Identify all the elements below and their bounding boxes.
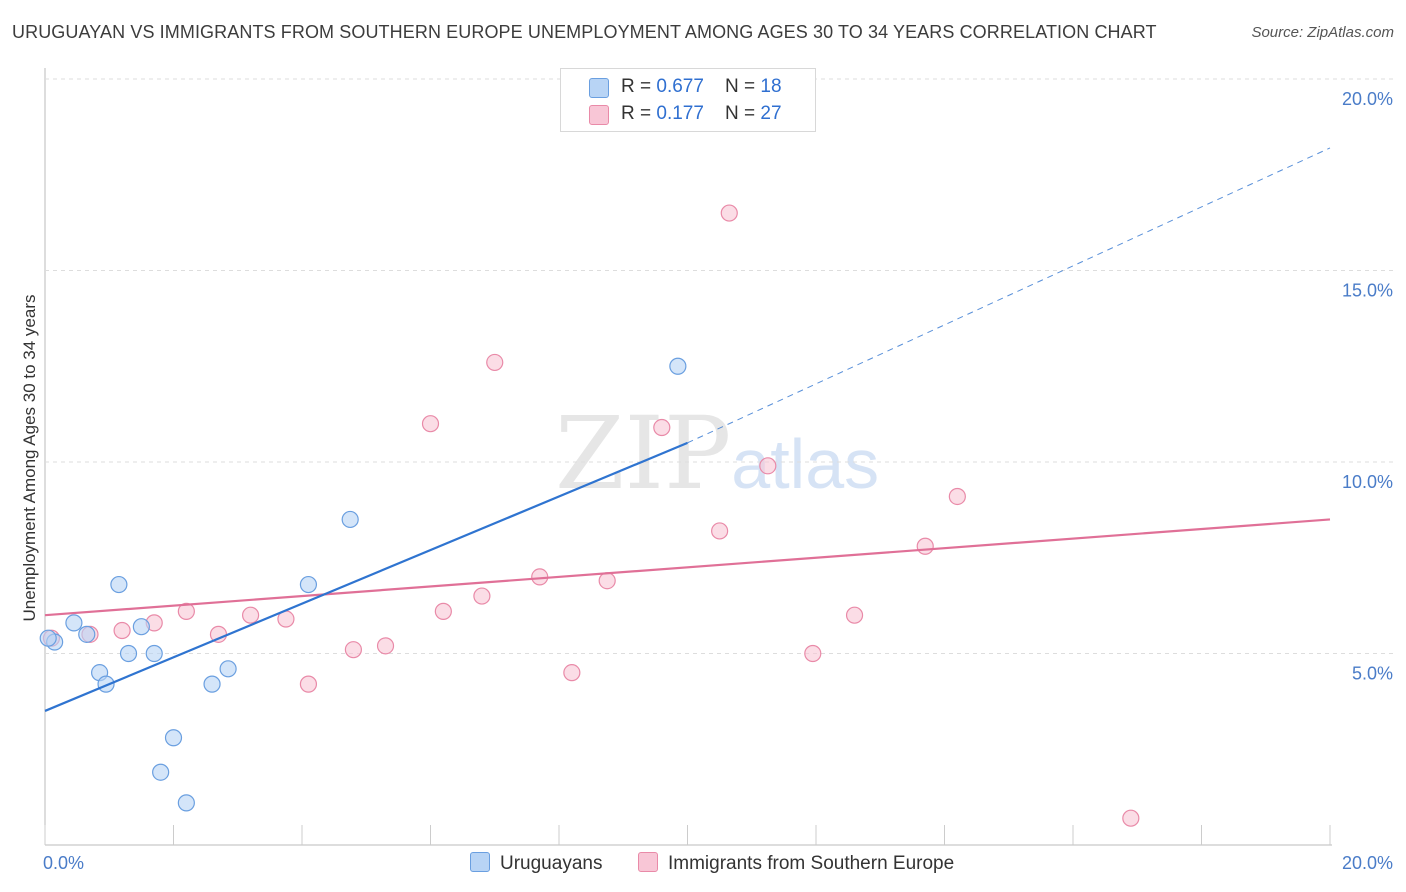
immigrants-point [845, 606, 864, 624]
legend-row-immigrants: R = 0.177 N = 27 [561, 100, 815, 128]
legend-row-text: R = 0.177 N = 27 [621, 103, 782, 125]
immigrants-point [486, 353, 504, 372]
immigrants-point [563, 664, 581, 682]
immigrants-point [177, 602, 195, 620]
n-label: N = [725, 103, 761, 124]
series-legend: Uruguayans Immigrants from Southern Euro… [0, 852, 1406, 878]
pink-swatch [638, 852, 658, 872]
r-label: R = [621, 76, 657, 97]
n-label: N = [725, 76, 761, 97]
correlation-legend: R = 0.677 N = 18 R = 0.177 N = 27 [560, 68, 816, 132]
immigrants-point [242, 606, 260, 624]
immigrants-point [916, 537, 934, 555]
legend-row-text: R = 0.677 N = 18 [621, 76, 782, 98]
uruguayans-point [299, 575, 318, 594]
immigrants-point [720, 204, 738, 222]
uruguayans-point [203, 675, 221, 693]
uruguayans-trend-line [44, 441, 688, 712]
legend-item-immigrants: Immigrants from Southern Europe [638, 852, 954, 875]
legend-label: Uruguayans [500, 853, 603, 874]
r-value: 0.677 [656, 76, 704, 97]
r-value: 0.177 [656, 103, 704, 124]
immigrants-point [948, 487, 966, 506]
immigrants-point [759, 457, 777, 475]
uruguayans-trend-extension [687, 147, 1331, 444]
n-value: 18 [760, 76, 782, 97]
r-label: R = [621, 103, 657, 124]
blue-swatch [470, 852, 490, 872]
immigrants-point [711, 522, 729, 540]
n-value: 27 [760, 103, 782, 124]
uruguayans-point [78, 625, 96, 643]
uruguayans-point [65, 614, 83, 632]
immigrants-point [421, 415, 440, 433]
uruguayans-point [669, 357, 687, 375]
immigrants-point [473, 587, 491, 605]
blue-swatch [589, 78, 609, 98]
immigrants-point [299, 675, 318, 693]
source-label: Source: ZipAtlas.com [1251, 24, 1394, 41]
immigrants-point [113, 621, 131, 640]
chart-title: URUGUAYAN VS IMMIGRANTS FROM SOUTHERN EU… [12, 22, 1157, 42]
uruguayans-point [145, 644, 163, 663]
x-tick-label: 0.0% [43, 853, 84, 873]
immigrants-point [1122, 809, 1140, 827]
uruguayans-point [177, 794, 195, 812]
watermark-zip: ZIP [555, 395, 732, 512]
immigrants-trend-line [44, 518, 1331, 617]
immigrants-point [376, 637, 395, 655]
pink-swatch [589, 105, 609, 125]
legend-label: Immigrants from Southern Europe [668, 853, 955, 874]
immigrants-point [598, 572, 616, 590]
uruguayans-point [164, 729, 183, 747]
uruguayans-point [219, 660, 237, 678]
x-tick-label: 20.0% [1342, 853, 1393, 873]
watermark: ZIPatlas [555, 395, 879, 512]
legend-row-uruguayans: R = 0.677 N = 18 [561, 73, 815, 101]
uruguayans-point [132, 618, 150, 636]
immigrants-point [804, 644, 822, 663]
uruguayans-point [152, 763, 170, 781]
y-tick-label: 5.0% [1352, 664, 1393, 684]
immigrants-point [434, 602, 452, 620]
uruguayans-point [39, 629, 57, 647]
y-tick-label: 10.0% [1342, 472, 1393, 492]
immigrants-point [653, 418, 671, 437]
y-tick-label: 20.0% [1342, 89, 1393, 109]
immigrants-point [344, 641, 362, 659]
uruguayans-point [110, 575, 128, 594]
legend-item-uruguayans: Uruguayans [470, 852, 602, 875]
watermark-atlas: atlas [731, 425, 880, 503]
uruguayans-point [341, 510, 359, 529]
y-tick-label: 15.0% [1342, 281, 1393, 301]
uruguayans-point [119, 644, 138, 663]
